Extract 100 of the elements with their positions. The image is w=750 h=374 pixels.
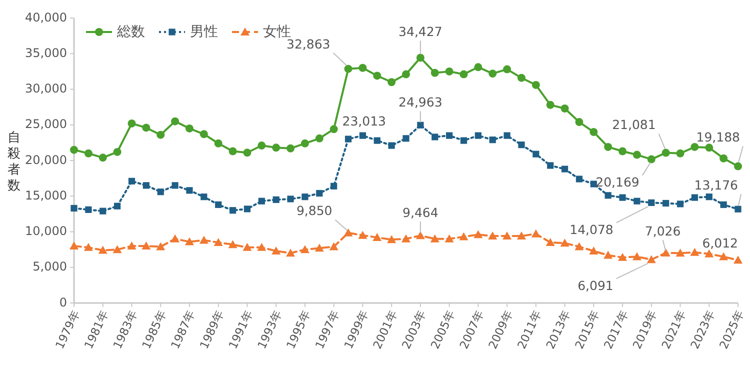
point: [661, 248, 670, 256]
point: [632, 252, 642, 260]
x-tick-label: 2019年: [630, 308, 660, 352]
point: [100, 208, 106, 214]
point: [300, 245, 310, 254]
point: [503, 65, 512, 74]
point: [156, 242, 166, 250]
point: [242, 242, 252, 251]
point: [618, 147, 627, 156]
point: [561, 166, 568, 172]
data-label: 23,013: [342, 113, 386, 128]
y-tick-label: 25,000: [25, 117, 67, 132]
point: [416, 231, 425, 240]
point: [590, 128, 598, 136]
x-tick-label: 1995年: [283, 308, 314, 352]
point: [228, 147, 237, 156]
x-tick-label: 1999年: [341, 308, 372, 352]
x-tick-label: 1983年: [110, 308, 140, 352]
point: [604, 192, 612, 199]
point: [200, 130, 208, 138]
point: [662, 148, 670, 157]
point: [719, 252, 728, 260]
point: [98, 246, 108, 254]
legend-label: 総数: [116, 24, 145, 40]
point: [214, 139, 222, 148]
point: [432, 134, 438, 140]
point: [416, 54, 424, 62]
point: [184, 237, 194, 246]
point: [344, 64, 352, 73]
data-label: 34,427: [398, 24, 442, 40]
point: [344, 228, 353, 236]
y-tick-label: 30,000: [25, 82, 67, 96]
x-tick-label: 1987年: [168, 308, 198, 352]
point: [446, 132, 453, 139]
point: [460, 137, 468, 144]
point: [445, 67, 454, 76]
point: [430, 68, 439, 77]
point: [704, 249, 714, 258]
point: [574, 242, 584, 250]
point: [244, 206, 251, 212]
point: [316, 190, 323, 197]
point: [113, 148, 122, 156]
data-label: 14,078: [570, 222, 614, 238]
point: [618, 252, 628, 261]
point: [286, 144, 295, 152]
x-tick-label: 2021年: [658, 308, 689, 352]
point: [330, 182, 338, 190]
data-label: 20,169: [596, 174, 640, 190]
point: [388, 78, 396, 86]
point: [720, 154, 728, 162]
point: [720, 201, 727, 208]
point: [142, 124, 150, 132]
point: [402, 234, 410, 242]
point: [358, 230, 368, 239]
point: [314, 244, 324, 252]
point: [547, 162, 554, 169]
point: [387, 235, 396, 244]
point: [243, 148, 252, 157]
point: [329, 242, 338, 250]
point: [546, 100, 554, 109]
point: [258, 198, 265, 204]
point: [186, 187, 193, 194]
point: [330, 125, 338, 134]
point: [502, 232, 512, 240]
x-tick-label: 2017年: [600, 308, 632, 352]
point: [705, 144, 714, 152]
point: [648, 199, 655, 206]
point: [517, 74, 526, 82]
data-label: 7,026: [644, 223, 681, 238]
point: [646, 255, 656, 264]
point: [402, 70, 410, 78]
point: [374, 137, 380, 144]
point: [258, 142, 266, 150]
point: [662, 200, 670, 207]
data-label: 9,850: [296, 203, 332, 218]
point: [272, 246, 281, 254]
point: [373, 72, 382, 80]
point: [114, 202, 121, 210]
point: [142, 242, 151, 250]
point: [185, 124, 194, 132]
point: [488, 232, 498, 240]
y-tick-label: 35,000: [25, 46, 67, 60]
point: [518, 142, 525, 148]
point: [444, 234, 454, 242]
point: [358, 64, 367, 72]
data-label: 13,176: [694, 178, 738, 193]
point: [417, 122, 424, 128]
point: [734, 206, 742, 212]
data-label: 6,091: [578, 278, 614, 294]
x-tick-label: 1979年: [52, 308, 83, 352]
x-tick-label: 2003年: [398, 308, 430, 352]
point: [590, 180, 597, 188]
point: [619, 194, 626, 201]
x-tick-label: 1981年: [81, 308, 112, 352]
point: [128, 178, 136, 184]
point: [676, 248, 685, 257]
point: [286, 248, 296, 257]
x-tick-label: 2011年: [514, 308, 544, 352]
point: [228, 240, 238, 248]
point: [85, 206, 92, 213]
